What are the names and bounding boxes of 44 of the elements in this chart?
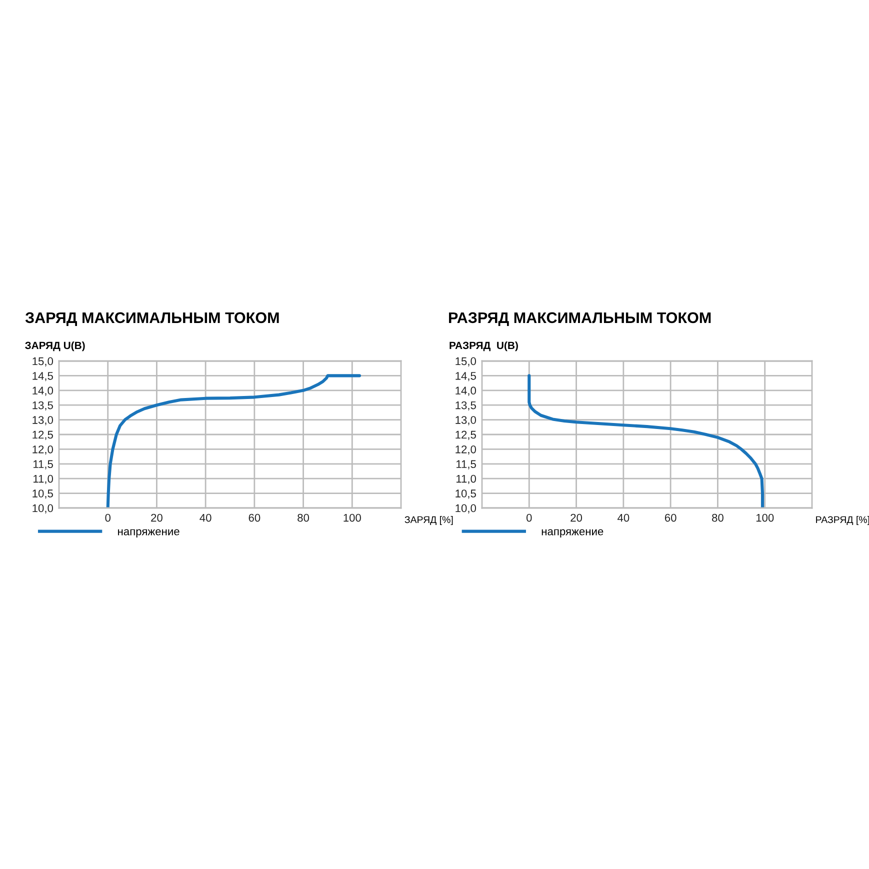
x-tick-label: 40 bbox=[618, 514, 630, 522]
y-tick-label: 10,0 bbox=[32, 504, 54, 514]
y-tick-label: 12,5 bbox=[456, 430, 476, 440]
x-tick-label: 80 bbox=[298, 514, 310, 522]
text: напряжение bbox=[118, 529, 180, 538]
x-tick-label: 0 bbox=[105, 514, 111, 522]
y-tick-label: 14,0 bbox=[456, 386, 476, 396]
y-tick-label: 13,0 bbox=[32, 416, 54, 426]
x-axis-title: ЗАРЯД [%] bbox=[404, 516, 453, 526]
y-tick-label: 14,5 bbox=[456, 372, 476, 382]
x-tick-label: 60 bbox=[248, 514, 260, 522]
y-tick-label: 15,0 bbox=[456, 357, 476, 366]
y-tick-label: 12,5 bbox=[32, 430, 53, 440]
y-tick-label: 11,0 bbox=[33, 474, 54, 484]
y-tick-label: 10,0 bbox=[456, 504, 476, 514]
y-tick-label: 10,5 bbox=[456, 490, 476, 499]
y-tick-label: 12,0 bbox=[456, 445, 476, 455]
chart-title: ЗАРЯД МАКСИМАЛЬНЫМ ТОКОМ bbox=[25, 312, 279, 326]
y-tick-label: 13,5 bbox=[456, 401, 476, 411]
y-tick-label: 13,0 bbox=[456, 416, 476, 426]
x-tick-label: 100 bbox=[756, 514, 774, 522]
y-tick-label: 15,0 bbox=[32, 357, 54, 366]
x-axis-title: РАЗРЯД [%] bbox=[816, 516, 869, 526]
y-tick-label: 11,5 bbox=[33, 460, 53, 470]
y-tick-label: 11,0 bbox=[456, 474, 476, 484]
line-series bbox=[106, 374, 361, 508]
y-axis-title: ЗАРЯД U(B) bbox=[25, 341, 85, 352]
y-tick-label: 10,5 bbox=[32, 490, 53, 499]
text: напряжение bbox=[542, 529, 604, 538]
line-series bbox=[528, 374, 764, 508]
x-tick-label: 0 bbox=[526, 514, 532, 522]
y-tick-label: 13,5 bbox=[32, 401, 53, 411]
y-tick-label: 11,5 bbox=[456, 460, 476, 470]
x-tick-label: 40 bbox=[200, 514, 212, 522]
y-tick-label: 14,0 bbox=[32, 386, 54, 396]
y-axis-title: РАЗРЯД U(B) bbox=[450, 341, 518, 352]
x-tick-label: 60 bbox=[664, 514, 676, 522]
x-tick-label: 100 bbox=[344, 514, 361, 522]
x-tick-label: 20 bbox=[151, 514, 162, 522]
chart-title: РАЗРЯД МАКСИМАЛЬНЫМ ТОКОМ bbox=[449, 312, 711, 326]
y-tick-label: 12,0 bbox=[32, 445, 54, 455]
x-tick-label: 80 bbox=[712, 514, 724, 522]
y-tick-label: 14,5 bbox=[32, 372, 53, 382]
x-tick-label: 20 bbox=[570, 514, 582, 522]
